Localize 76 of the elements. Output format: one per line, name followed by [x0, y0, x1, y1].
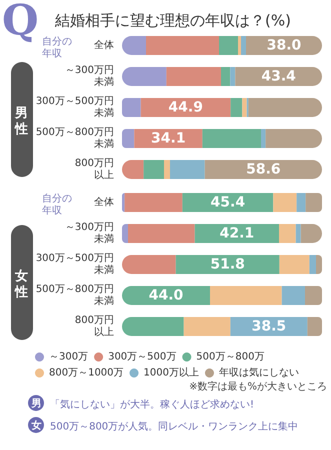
chart-title: 結婚相手に望む理想の年収は？(%) — [54, 12, 291, 30]
category-label: 500万～800万円未満 — [36, 284, 114, 307]
bar — [242, 98, 247, 117]
data-label: 58.6 — [246, 162, 281, 178]
data-label: 43.4 — [261, 68, 296, 84]
data-label: 38.0 — [266, 38, 302, 54]
data-label: 45.4 — [210, 194, 246, 210]
bar — [124, 193, 182, 212]
category-label: 全体 — [94, 40, 114, 51]
data-label: 34.1 — [151, 130, 186, 146]
bar — [122, 98, 141, 117]
y-axis-title: 男性 — [14, 106, 28, 137]
y-axis-title: 女性 — [14, 269, 28, 300]
data-label: 38.5 — [252, 318, 286, 334]
data-label: 44.0 — [148, 288, 184, 304]
text: 自分の年収 — [42, 192, 72, 216]
text: ※数字は最も%が大きいところ — [189, 380, 328, 392]
bar — [202, 129, 261, 148]
bar — [305, 286, 322, 305]
text: 女 — [30, 420, 42, 432]
category-label: 800万円以上 — [74, 315, 114, 338]
bar — [266, 129, 322, 148]
category-label: 300万～500万円未満 — [36, 253, 114, 276]
bar — [279, 255, 310, 274]
bar — [122, 224, 128, 243]
legend-label: ～300万 — [49, 352, 88, 362]
bar — [210, 286, 282, 305]
bar — [273, 193, 297, 212]
legend-label: 500万～800万 — [196, 352, 264, 362]
bar — [122, 255, 176, 274]
bar — [238, 36, 241, 55]
bar — [122, 67, 166, 86]
category-label: 300万～500万円未満 — [36, 96, 114, 119]
bar — [282, 286, 305, 305]
legend-label: 1000万以上 — [144, 366, 199, 378]
legend-label: 300万～500万 — [108, 352, 176, 362]
bar — [241, 36, 246, 55]
bar — [279, 224, 296, 243]
data-label: 51.8 — [210, 256, 245, 272]
category-label: ～300万円未満 — [64, 65, 114, 88]
bar — [144, 160, 164, 179]
legend-label: 年収は気にしない — [218, 366, 299, 378]
bar — [248, 98, 322, 117]
bar — [296, 193, 306, 212]
bar — [307, 317, 322, 336]
bar — [306, 193, 322, 212]
bar — [166, 67, 221, 86]
bar — [146, 36, 219, 55]
category-label: ～300万円未満 — [64, 222, 114, 245]
bar — [122, 317, 184, 336]
bar — [128, 224, 195, 243]
bar — [219, 36, 238, 55]
text: Q — [2, 0, 39, 44]
text: 500万～800万が人気。同レベル・ワンランク上に集中 — [50, 420, 298, 432]
legend-label: 800万～1000万 — [49, 368, 124, 378]
bar — [230, 98, 242, 117]
category-label: 500万～800万円未満 — [36, 127, 114, 150]
data-label: 44.9 — [168, 100, 203, 116]
bar — [316, 255, 322, 274]
bar — [309, 255, 316, 274]
bar — [230, 67, 236, 86]
text: 男 — [30, 398, 42, 410]
bar — [296, 224, 301, 243]
bar — [204, 160, 322, 179]
bar — [221, 67, 230, 86]
text: 自分の年収 — [42, 36, 72, 60]
bar — [122, 129, 134, 148]
data-label: 42.1 — [220, 226, 254, 242]
bar — [170, 160, 205, 179]
category-label: 800万円以上 — [74, 158, 114, 181]
text: 「気にしない」が大半。稼ぐ人ほど求めない! — [50, 398, 254, 410]
category-label: 全体 — [94, 197, 114, 208]
bar — [164, 160, 170, 179]
bar — [176, 255, 280, 274]
bar — [261, 129, 266, 148]
bar — [184, 317, 230, 336]
